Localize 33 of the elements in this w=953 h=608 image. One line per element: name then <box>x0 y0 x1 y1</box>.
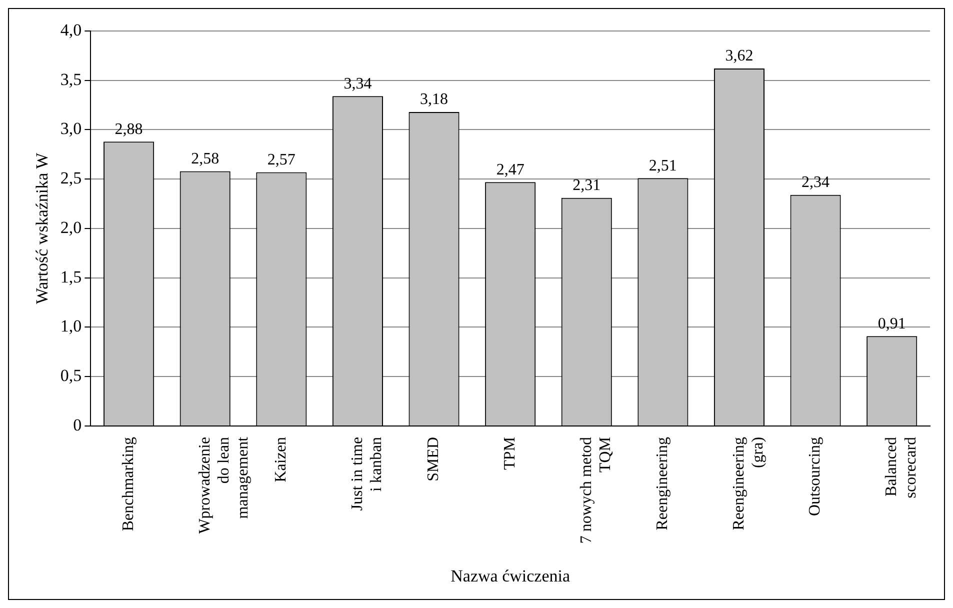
x-tick-label: 7 nowych metod TQM <box>578 436 614 544</box>
data-label: 2,31 <box>572 177 601 194</box>
x-tick-label: Kaizen <box>272 436 290 482</box>
data-label: 0,91 <box>878 315 906 332</box>
y-tick-label: 2,0 <box>60 218 82 237</box>
data-label: 2,88 <box>114 120 143 138</box>
x-tick-label: Outsourcing <box>806 436 824 516</box>
data-label: 2,51 <box>648 157 677 174</box>
data-label: 3,34 <box>344 75 372 92</box>
y-tick-label: 0 <box>73 415 82 434</box>
data-label: 2,57 <box>267 151 296 168</box>
y-tick-label: 1,5 <box>60 267 82 286</box>
x-tick-label: Just in time i kanban <box>348 436 386 511</box>
x-tick-label: Benchmarking <box>120 436 138 532</box>
data-label: 2,34 <box>802 174 830 192</box>
data-label: 2,58 <box>191 150 220 168</box>
data-label: 3,62 <box>725 48 754 65</box>
x-tick-label: Reengineering <box>654 436 672 530</box>
y-axis-title: Wartość wskaźnika W <box>32 152 52 304</box>
x-tick-label: Wprowadzenie do lean management <box>196 436 252 534</box>
y-tick-label: 2,5 <box>60 168 82 188</box>
y-tick-label: 4,0 <box>60 20 82 40</box>
y-tick-label: 3,5 <box>60 70 82 89</box>
y-tick-label: 1,0 <box>60 316 82 336</box>
y-tick-label: 0,5 <box>60 366 82 386</box>
data-label: 2,47 <box>496 161 524 178</box>
data-label: 3,18 <box>420 91 448 108</box>
x-tick-label: Balanced scorecard <box>883 436 920 498</box>
x-axis-title: Nazwa ćwiczenia <box>450 566 570 586</box>
y-tick-label: 3,0 <box>60 119 82 138</box>
x-tick-label: Reengineering (gra) <box>730 436 767 530</box>
x-tick-label: SMED <box>425 436 442 482</box>
x-tick-label: TPM <box>502 436 519 470</box>
